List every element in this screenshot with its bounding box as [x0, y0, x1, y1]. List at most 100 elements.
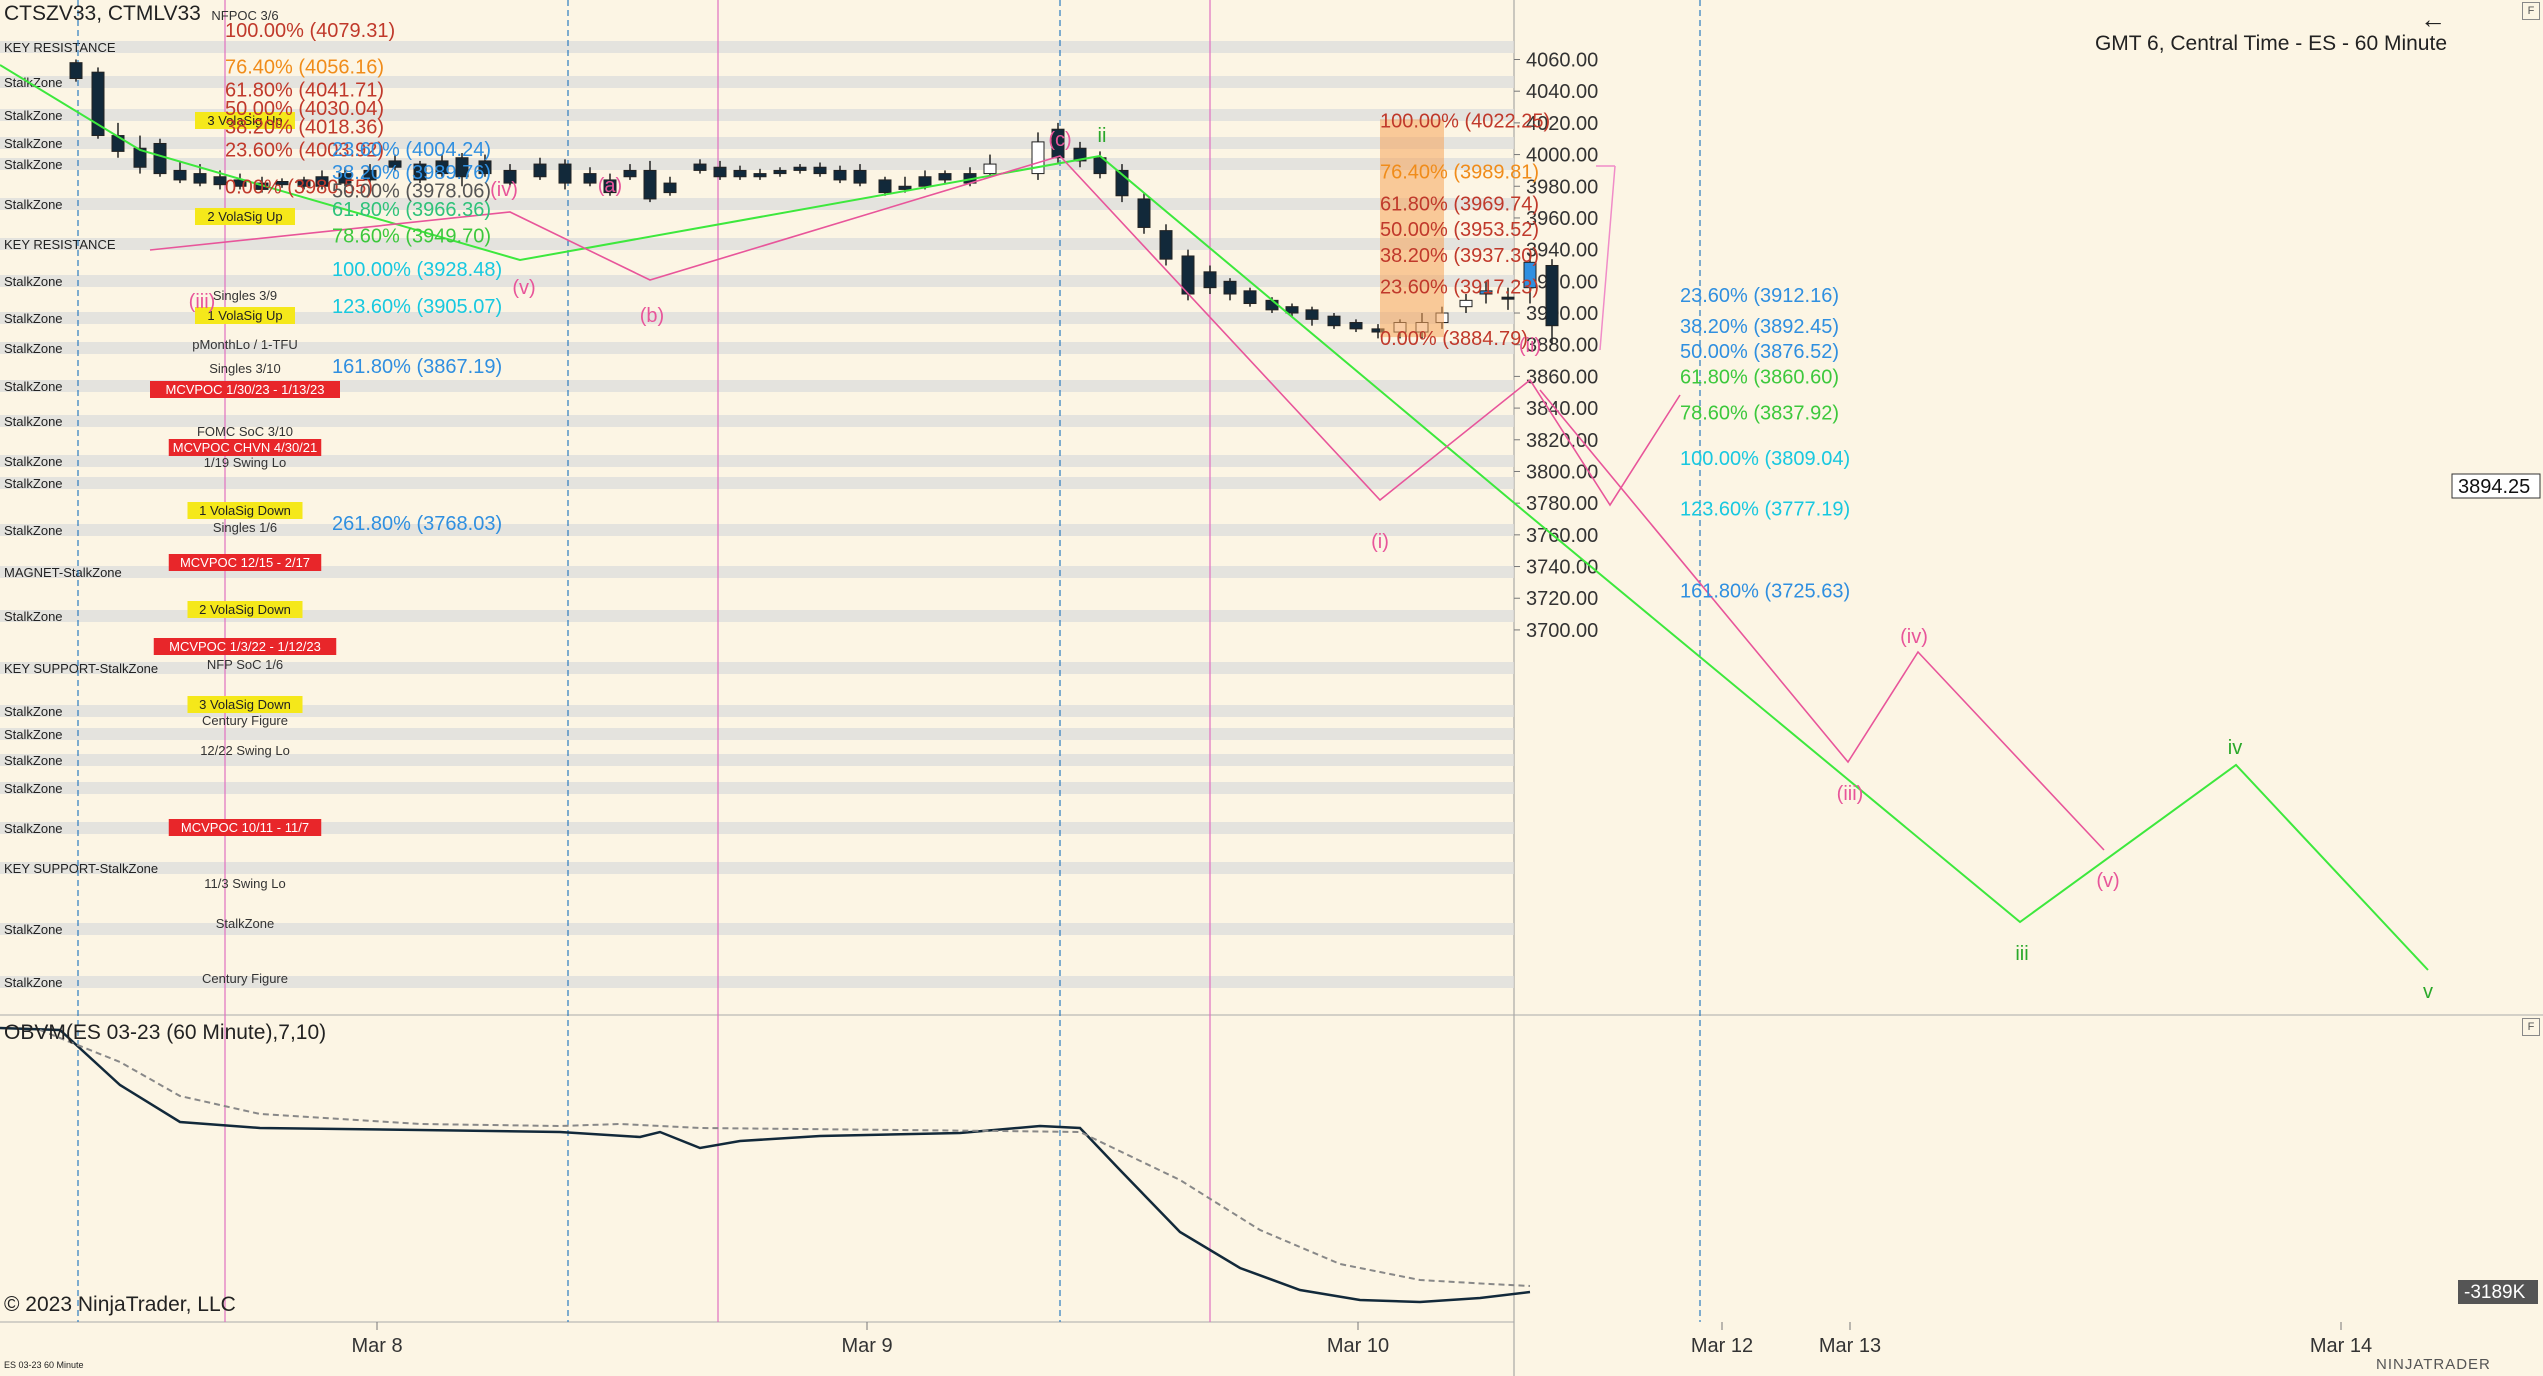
fib-label-left: 161.80% (3867.19) — [332, 356, 502, 378]
fib-label-mid: 38.20% (3937.30) — [1380, 245, 1539, 267]
tag-label: 3 VolaSig Down — [199, 697, 291, 712]
zone-band — [0, 782, 1514, 794]
wave-label: (v) — [512, 277, 535, 299]
candle-body — [1203, 271, 1217, 289]
time-label: Mar 10 — [1327, 1335, 1389, 1357]
panel-menu-button[interactable]: F — [2522, 2, 2540, 20]
tag-label: Century Figure — [202, 713, 288, 728]
zone-band — [0, 923, 1514, 935]
zone-label: StalkZone — [4, 157, 63, 172]
price-tick-label: 3980.00 — [1526, 176, 1598, 198]
wave-label: (iii) — [189, 291, 216, 313]
zone-band — [0, 415, 1514, 427]
zone-band — [0, 109, 1514, 121]
candle-body — [338, 173, 352, 184]
zone-band — [0, 705, 1514, 717]
time-label: Mar 13 — [1819, 1335, 1881, 1357]
fib-label-right: 78.60% (3837.92) — [1680, 402, 1839, 424]
tag-label: MCVPOC 1/3/22 - 1/12/23 — [169, 639, 321, 654]
fib-label-right: 23.60% (3912.16) — [1680, 285, 1839, 307]
candle-body — [1285, 306, 1299, 314]
obv-panel-menu-button[interactable]: F — [2522, 1018, 2540, 1036]
price-tick-label: 4000.00 — [1526, 145, 1598, 167]
instrument-label: CTSZV33, CTMLV33 — [4, 2, 201, 25]
zone-band — [0, 238, 1514, 250]
wave-label: (ii) — [1519, 335, 1541, 357]
candle-body — [898, 185, 912, 190]
zone-band — [0, 342, 1514, 354]
zone-band — [0, 312, 1514, 324]
price-tick-label: 3800.00 — [1526, 461, 1598, 483]
fib-label-left: 50.00% (3978.06) — [332, 180, 491, 202]
wave-label: ii — [1098, 125, 1107, 147]
candle-body — [1073, 147, 1087, 162]
time-label: Mar 8 — [351, 1335, 402, 1357]
tag-label: 1 VolaSig Down — [199, 503, 291, 518]
zone-band — [0, 728, 1514, 740]
candle-body — [643, 169, 657, 200]
candle-body — [1545, 264, 1559, 327]
price-tick-label: 4020.00 — [1526, 113, 1598, 135]
zone-label: StalkZone — [4, 523, 63, 538]
obv-signal-line — [39, 1029, 1531, 1287]
candle-body — [853, 169, 867, 184]
candle-body — [1459, 299, 1473, 308]
candle-body — [213, 176, 227, 186]
time-label: Mar 14 — [2310, 1335, 2372, 1357]
arrow-left-icon[interactable]: ← — [2420, 4, 2446, 34]
zone-label: StalkZone — [4, 108, 63, 123]
candle-body — [1479, 290, 1493, 295]
zone-label: StalkZone — [4, 136, 63, 151]
obv-value-label: -3189K — [2464, 1282, 2526, 1303]
ninjatrader-logo: NINJATRADER — [2376, 1356, 2491, 1373]
fib-label-mid: 61.80% (3969.74) — [1380, 194, 1539, 216]
wave-path-pink-projection — [1539, 389, 2105, 851]
candle-body — [938, 173, 952, 181]
candle-body — [603, 179, 617, 194]
fib-label-mid: 23.60% (3917.23) — [1380, 277, 1539, 299]
price-tick-label: 3700.00 — [1526, 620, 1598, 642]
obv-value-badge — [2458, 1280, 2538, 1304]
tag-label: Singles 3/10 — [209, 361, 281, 376]
current-price-label: 3894.25 — [2458, 476, 2530, 498]
candle-body — [111, 135, 125, 152]
wave-label: iv — [2228, 737, 2242, 759]
candle-body — [833, 169, 847, 181]
zone-band — [0, 477, 1514, 489]
candle-body — [275, 181, 289, 186]
tag-label: MCVPOC 12/15 - 2/17 — [180, 555, 310, 570]
tag-label: 3 VolaSig Up — [207, 113, 282, 128]
zone-band — [0, 198, 1514, 210]
tag-background — [187, 502, 303, 519]
candle-body — [153, 142, 167, 175]
zone-label: StalkZone — [4, 197, 63, 212]
tag-label: 12/22 Swing Lo — [200, 743, 290, 758]
tag-background — [168, 819, 322, 836]
zone-label: StalkZone — [4, 727, 63, 742]
tag-label: MCVPOC 10/11 - 11/7 — [181, 820, 309, 835]
candle-body — [878, 179, 892, 194]
price-tick-label: 3960.00 — [1526, 208, 1598, 230]
fib-label-mid: 76.40% (3989.81) — [1380, 162, 1539, 184]
candle-body — [297, 179, 311, 187]
fib-label-right: 123.60% (3777.19) — [1680, 499, 1850, 521]
price-tick-label: 3940.00 — [1526, 240, 1598, 262]
price-tick-label: 4040.00 — [1526, 81, 1598, 103]
tag-label: Century Figure — [202, 971, 288, 986]
zone-band — [0, 662, 1514, 674]
zone-band — [0, 862, 1514, 874]
tag-label: StalkZone — [216, 916, 275, 931]
price-tick-label: 3840.00 — [1526, 398, 1598, 420]
candle-body — [315, 176, 329, 187]
tag-background — [195, 208, 295, 225]
tag-background — [150, 381, 340, 398]
zone-label: StalkZone — [4, 821, 63, 836]
candle-body — [1243, 290, 1257, 305]
fib-label-left: 100.00% (3928.48) — [332, 259, 502, 281]
candle-body — [193, 173, 207, 184]
zone-band — [0, 754, 1514, 766]
candle-body — [1223, 280, 1237, 295]
price-tick-label: 3820.00 — [1526, 430, 1598, 452]
price-tick-label: 3860.00 — [1526, 366, 1598, 388]
